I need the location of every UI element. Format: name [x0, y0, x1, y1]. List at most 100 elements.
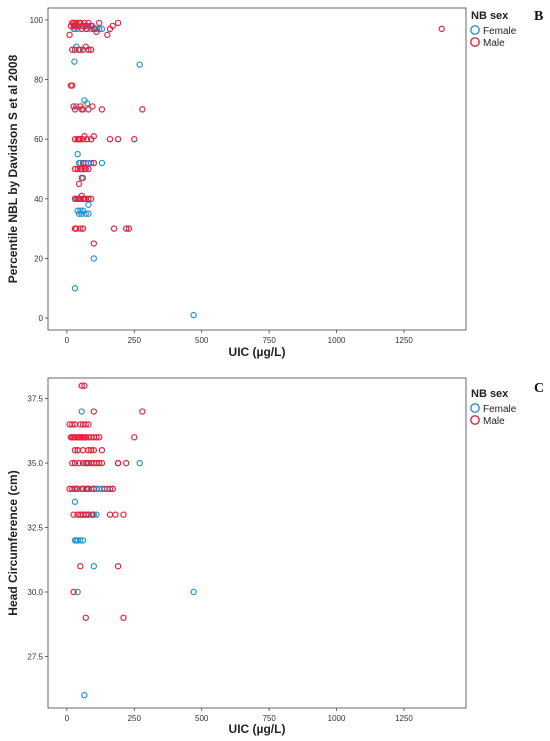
- data-point: [82, 210, 89, 217]
- data-point: [90, 159, 98, 167]
- y-tick-label: 35.0: [27, 459, 43, 468]
- data-point: [98, 446, 106, 454]
- chart-panel-c: 0 250 500 750 1000 1250 27.5 30.0 32.5 35.0 37.5 UI…: [6, 377, 544, 736]
- data-point: [78, 382, 85, 389]
- data-point: [98, 25, 106, 33]
- data-point: [79, 22, 87, 30]
- data-point: [70, 103, 77, 110]
- data-point: [89, 103, 96, 110]
- legend-title: NB sex: [471, 388, 509, 400]
- data-point: [82, 511, 89, 518]
- data-point: [93, 28, 100, 36]
- data-point: [96, 19, 103, 27]
- x-axis-title: UIC (µg/L): [229, 722, 286, 736]
- data-point: [83, 100, 91, 107]
- data-point: [139, 408, 146, 415]
- data-point: [85, 106, 92, 113]
- data-point: [71, 459, 79, 467]
- chart-panel-b: 0 250 500 750 1000 1250 0 20 40 60 80 100 UIC (µg/L)…: [6, 7, 543, 359]
- data-point: [82, 165, 89, 173]
- data-point: [98, 106, 106, 113]
- data-point: [114, 135, 122, 143]
- data-point: [98, 459, 106, 467]
- plot-area: [47, 7, 467, 331]
- legend-title: NB sex: [471, 10, 509, 22]
- data-point: [82, 421, 89, 428]
- data-point: [78, 165, 85, 173]
- data-point: [85, 201, 92, 208]
- data-point: [83, 25, 91, 33]
- data-point: [75, 459, 83, 467]
- data-point: [87, 159, 95, 167]
- data-point: [74, 588, 81, 596]
- data-point: [81, 691, 88, 699]
- data-point: [79, 135, 87, 143]
- y-tick-label: 100: [30, 16, 44, 25]
- x-tick-label: 1000: [328, 714, 346, 723]
- data-point: [90, 240, 98, 247]
- data-point: [69, 82, 76, 89]
- x-tick-label: 750: [262, 336, 276, 345]
- data-point: [106, 135, 114, 143]
- data-point: [73, 103, 80, 110]
- y-tick-label: 80: [34, 76, 43, 85]
- data-point: [71, 46, 79, 53]
- y-tick-label: 60: [34, 135, 43, 144]
- data-point: [85, 46, 92, 53]
- data-point: [74, 165, 81, 173]
- y-tick-label: 40: [34, 195, 43, 204]
- data-point: [71, 106, 79, 113]
- data-point: [120, 614, 127, 621]
- data-point: [93, 511, 100, 518]
- plot-area: [47, 377, 467, 709]
- data-point: [69, 421, 76, 428]
- data-point: [123, 225, 130, 232]
- data-point: [139, 106, 146, 113]
- data-point: [131, 434, 138, 441]
- data-point: [71, 446, 79, 454]
- data-point: [75, 180, 83, 188]
- data-point: [109, 22, 116, 30]
- x-tick-label: 750: [262, 714, 276, 723]
- x-tick-label: 1250: [395, 336, 413, 345]
- data-point: [85, 195, 92, 203]
- data-point: [77, 207, 84, 214]
- data-point: [114, 19, 122, 27]
- data-point: [83, 135, 91, 143]
- y-tick-label: 30.0: [27, 588, 43, 597]
- x-tick-label: 250: [128, 714, 142, 723]
- data-point: [190, 311, 197, 319]
- panel-label: B: [534, 9, 543, 24]
- data-point: [87, 195, 95, 203]
- data-point: [71, 498, 79, 505]
- data-point: [114, 563, 122, 570]
- data-point: [106, 485, 114, 493]
- data-point: [438, 25, 445, 33]
- data-point: [90, 563, 98, 570]
- legend-marker: [470, 403, 480, 413]
- data-point: [136, 61, 143, 68]
- data-point: [77, 563, 84, 570]
- data-point: [75, 46, 83, 53]
- legend-label: Male: [483, 416, 505, 427]
- legend-marker: [470, 37, 480, 47]
- x-tick-label: 500: [195, 714, 209, 723]
- y-tick-label: 20: [34, 254, 43, 263]
- data-point: [85, 210, 92, 217]
- data-point: [90, 133, 98, 140]
- data-point: [190, 588, 197, 596]
- data-point: [71, 22, 79, 30]
- data-point: [112, 511, 119, 518]
- data-point: [85, 165, 92, 173]
- data-point: [78, 408, 85, 415]
- data-point: [70, 588, 77, 596]
- data-point: [85, 421, 92, 428]
- y-tick-label: 32.5: [27, 524, 43, 533]
- legend-label: Female: [483, 404, 517, 415]
- data-point: [136, 459, 143, 467]
- data-point: [96, 434, 103, 441]
- y-axis-title: Percentile NBL by Davidson S et al 2008: [6, 54, 20, 283]
- data-point: [73, 225, 80, 232]
